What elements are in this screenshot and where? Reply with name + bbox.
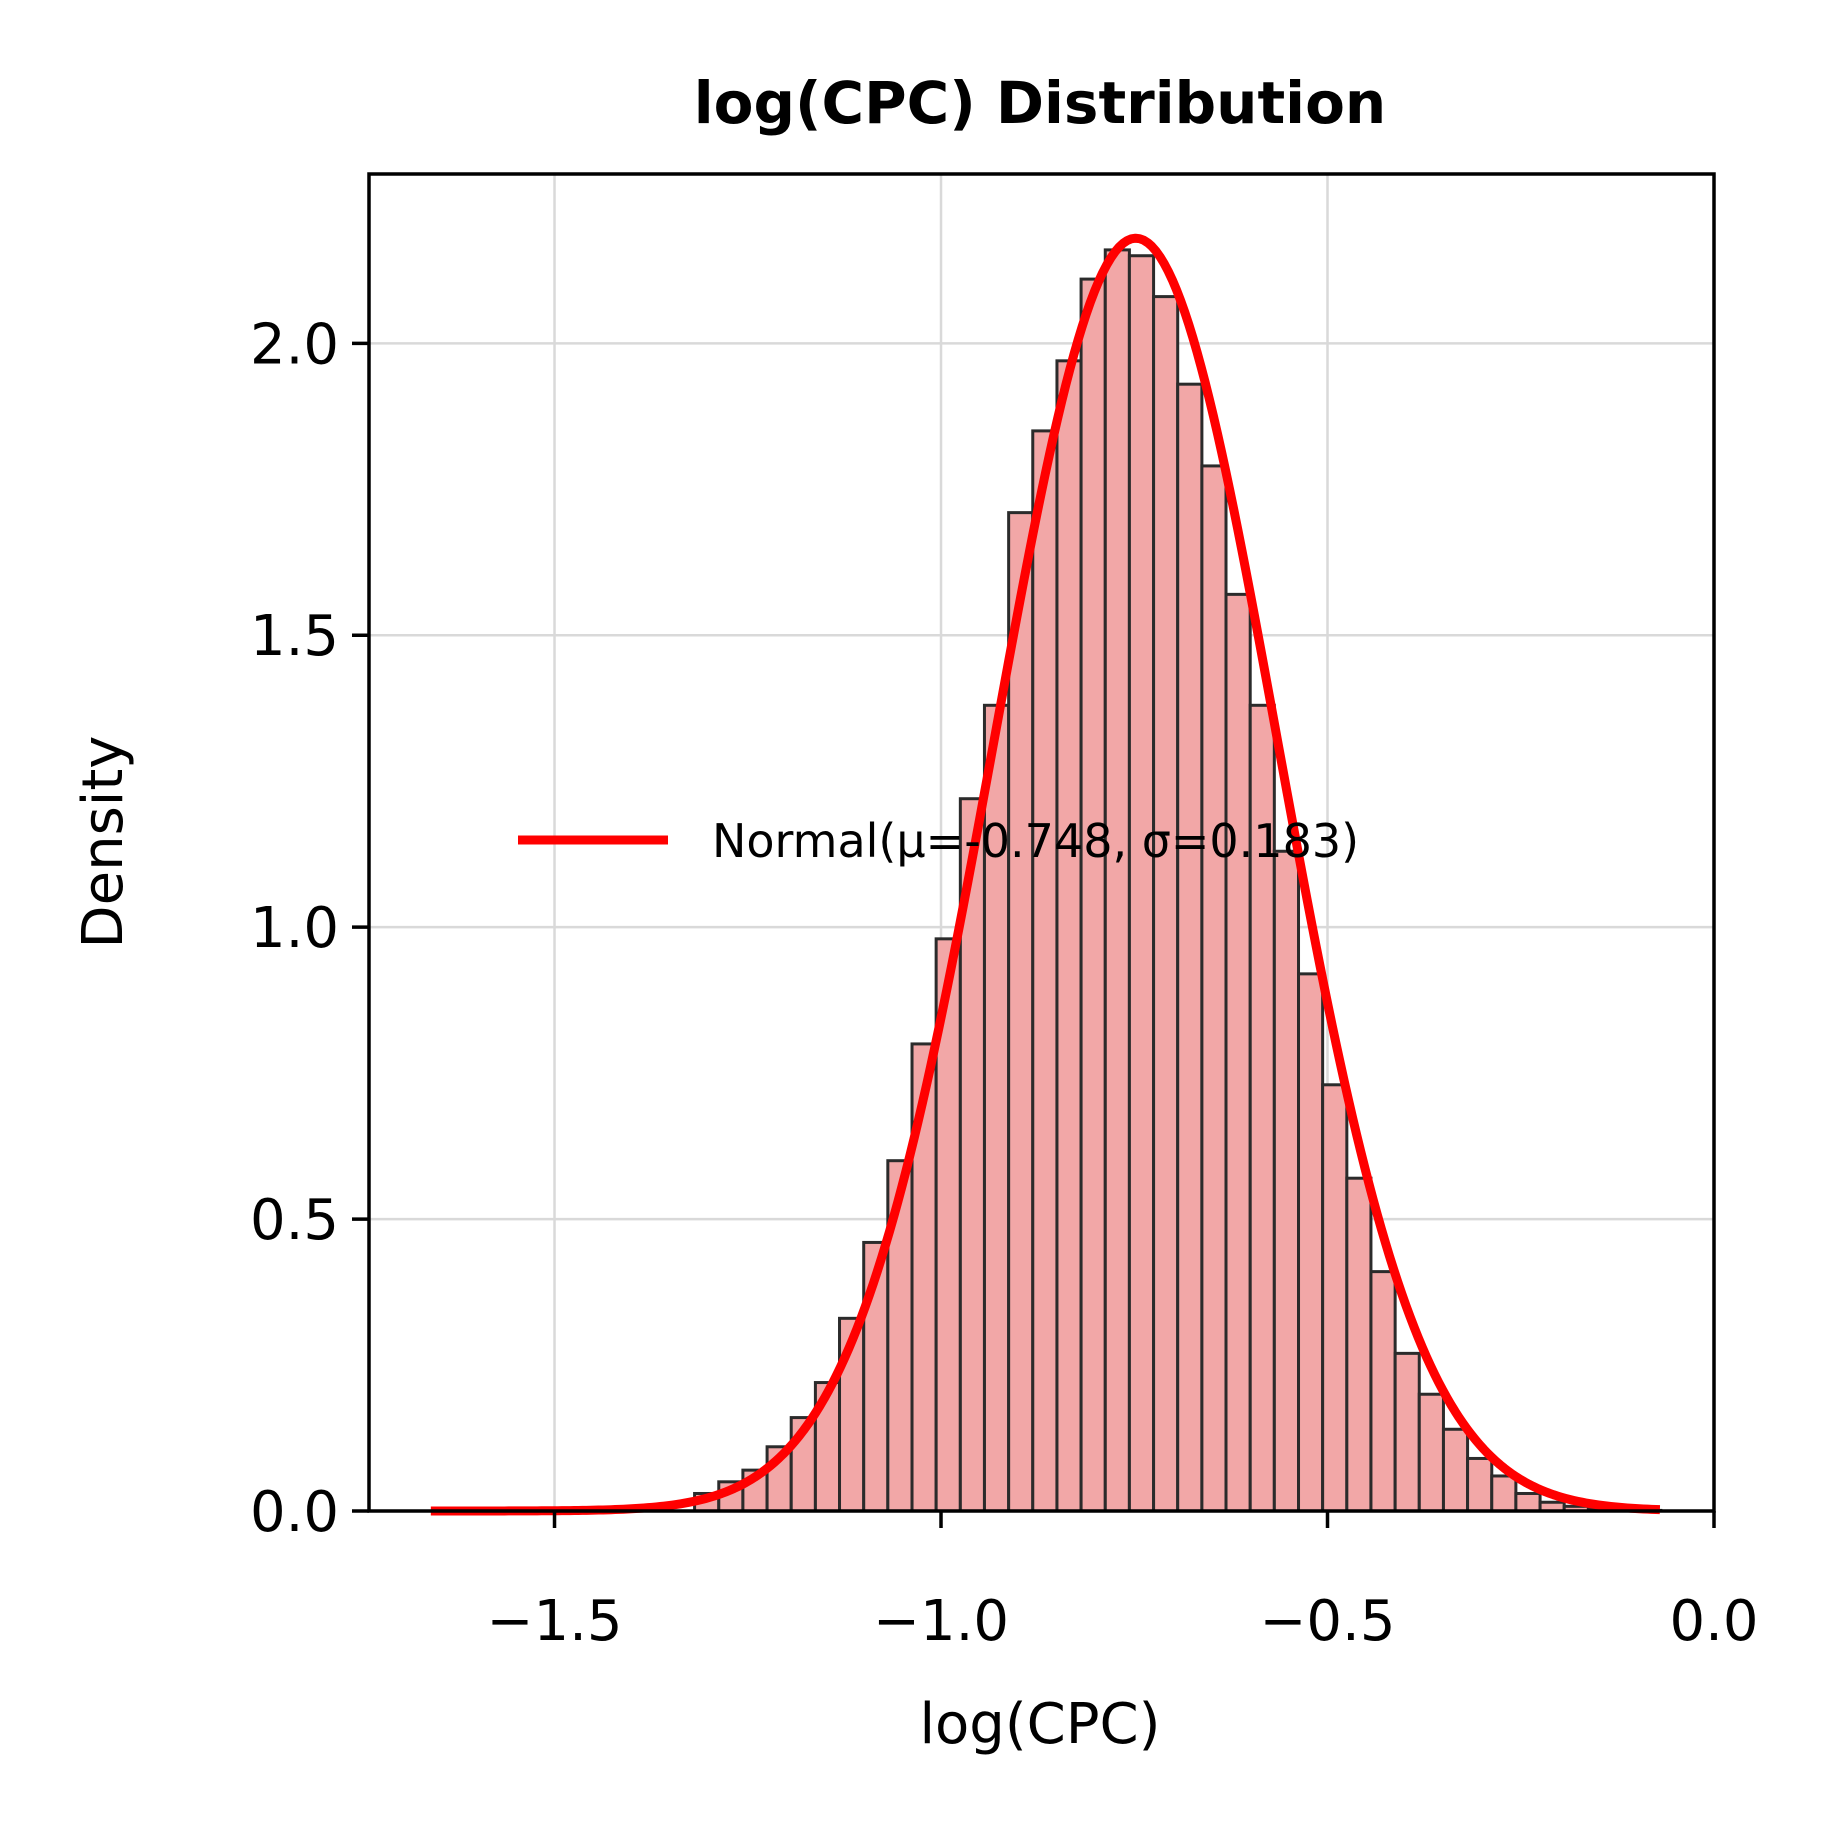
histogram-bar <box>1441 1427 1470 1513</box>
histogram-bar <box>1272 849 1301 1513</box>
histogram-bar <box>1127 254 1156 1513</box>
histogram-bar <box>1321 1083 1349 1513</box>
histogram-bar <box>1031 429 1059 1513</box>
histogram-bar <box>1103 248 1131 1513</box>
histogram-bar <box>1224 592 1252 1513</box>
x-tick-label: 0.0 <box>1669 1589 1758 1654</box>
histogram-bar <box>1345 1176 1373 1513</box>
histogram-bar <box>1176 382 1204 1513</box>
histogram-bar <box>1297 972 1325 1513</box>
x-tick-label: −1.0 <box>873 1589 1009 1654</box>
histogram-bar <box>1007 511 1035 1513</box>
y-axis-label: Density <box>71 736 136 949</box>
histogram-bar <box>1079 277 1107 1513</box>
normal-curve-layer <box>430 233 1661 1516</box>
y-tick-label: 1.0 <box>250 896 339 961</box>
normal-fit-curve <box>430 233 1661 1516</box>
histogram-bar <box>1055 359 1083 1513</box>
y-tick-label: 0.5 <box>250 1188 339 1253</box>
x-tick-label: −1.5 <box>487 1589 623 1654</box>
histogram-bar <box>1200 464 1228 1513</box>
histogram-bar <box>1369 1270 1397 1513</box>
histogram-bar <box>1514 1491 1542 1513</box>
histogram-bar <box>1152 295 1180 1513</box>
chart-title: log(CPC) Distribution <box>694 69 1386 137</box>
legend-label: Normal(μ=-0.748, σ=0.183) <box>712 814 1359 868</box>
y-tick-label: 0.0 <box>250 1480 339 1545</box>
histogram-bar <box>1466 1456 1494 1513</box>
y-tick-label: 2.0 <box>250 312 339 377</box>
histogram-bar <box>1417 1392 1445 1513</box>
x-axis-label: log(CPC) <box>919 1692 1160 1757</box>
y-tick-label: 1.5 <box>250 604 339 669</box>
x-tick-label: −0.5 <box>1260 1589 1396 1654</box>
histogram-bar <box>1490 1474 1518 1513</box>
plot-frame <box>367 172 1716 1513</box>
y-axis-ticks: 0.0 0.5 1.0 1.5 2.0 <box>250 312 369 1545</box>
x-axis-ticks: −1.5 −1.0 −0.5 0.0 <box>487 1511 1759 1654</box>
histogram-bar <box>1393 1351 1421 1513</box>
legend: Normal(μ=-0.748, σ=0.183) <box>518 814 1359 868</box>
